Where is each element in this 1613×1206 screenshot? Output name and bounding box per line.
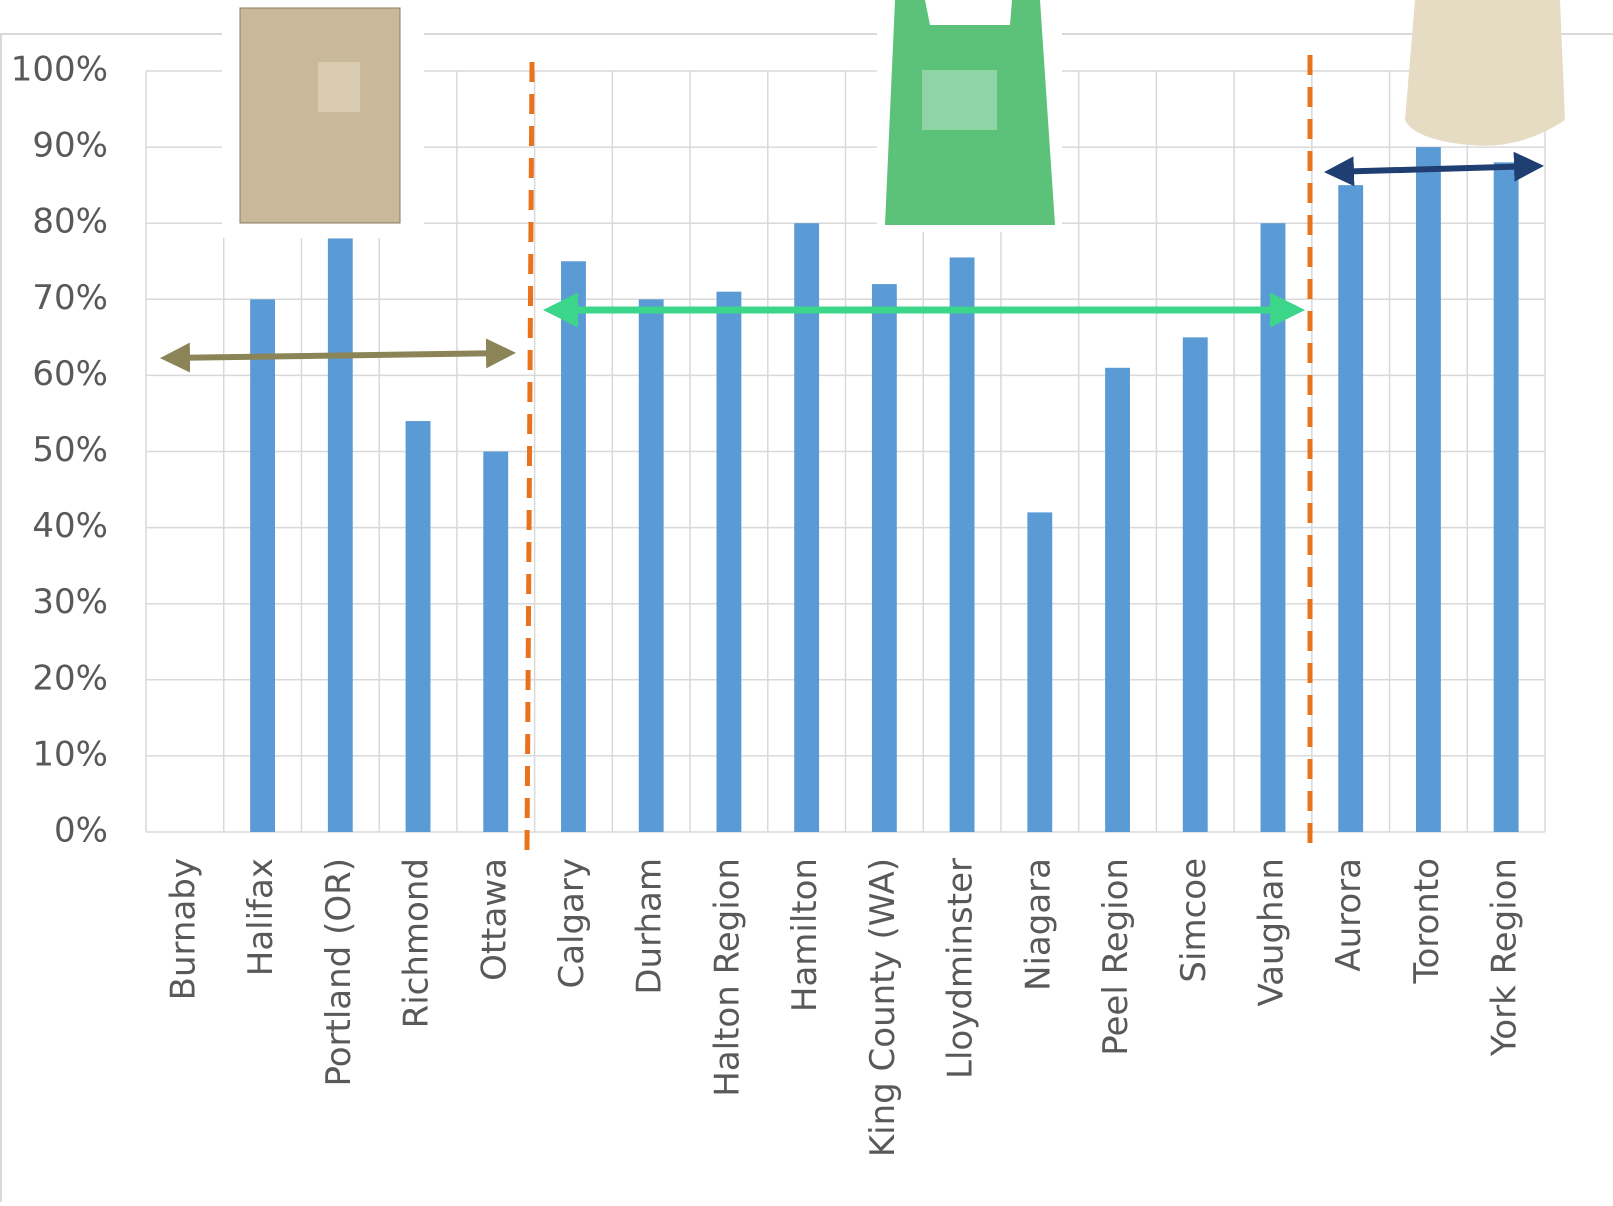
bar	[250, 299, 276, 832]
bar	[327, 238, 353, 833]
x-tick-label: Halton Region	[707, 858, 747, 1097]
x-tick-label: Toronto	[1407, 858, 1447, 985]
bar	[1260, 223, 1286, 832]
bar	[638, 299, 664, 832]
bar	[716, 291, 742, 832]
label-patch	[922, 70, 997, 130]
y-tick-label: 50%	[32, 430, 108, 470]
range-arrow	[1324, 151, 1544, 187]
x-tick-label: Vaughan	[1251, 858, 1291, 1007]
label-patch	[318, 62, 360, 112]
y-tick-label: 10%	[32, 734, 108, 774]
x-tick-label: Niagara	[1018, 858, 1058, 991]
y-tick-label: 30%	[32, 582, 108, 622]
x-tick-label: Durham	[630, 858, 670, 995]
x-tick-label: Lloydminster	[941, 858, 981, 1079]
paper-bag	[239, 7, 401, 224]
x-tick-label: Hamilton	[785, 858, 825, 1012]
compostable-bag	[1405, 0, 1565, 146]
bar	[1338, 185, 1364, 832]
bar	[949, 257, 975, 832]
bar	[1027, 512, 1053, 832]
overlays	[160, 0, 1565, 851]
x-tick-label: Ottawa	[474, 858, 514, 981]
bar	[483, 451, 509, 832]
bar	[405, 421, 431, 832]
x-tick-label: Richmond	[397, 858, 437, 1028]
bar	[1182, 337, 1208, 832]
x-tick-label: York Region	[1485, 858, 1525, 1057]
x-tick-label: King County (WA)	[863, 858, 903, 1157]
bar	[561, 261, 586, 832]
bar	[794, 223, 820, 832]
y-tick-label: 90%	[32, 126, 108, 166]
y-tick-label: 80%	[32, 202, 108, 242]
y-tick-label: 40%	[32, 506, 108, 546]
x-tick-label: Burnaby	[163, 858, 203, 1000]
x-tick-label: Portland (OR)	[319, 858, 359, 1087]
bar	[1415, 147, 1441, 833]
x-tick-label: Simcoe	[1174, 858, 1214, 983]
bar	[1105, 367, 1130, 832]
x-tick-label: Aurora	[1329, 858, 1369, 972]
divider	[524, 61, 535, 851]
chart-frame	[0, 33, 1613, 1206]
range-arrow	[160, 338, 516, 373]
y-tick-label: 20%	[32, 658, 108, 698]
y-tick-label: 100%	[11, 50, 108, 90]
x-tick-label: Peel Region	[1096, 858, 1136, 1056]
bar	[871, 284, 897, 833]
y-tick-label: 0%	[54, 811, 108, 851]
bar	[1493, 162, 1519, 832]
x-tick-label: Halifax	[241, 858, 281, 976]
y-tick-label: 60%	[32, 354, 108, 394]
y-tick-label: 70%	[32, 278, 108, 318]
x-tick-label: Calgary	[552, 858, 592, 989]
